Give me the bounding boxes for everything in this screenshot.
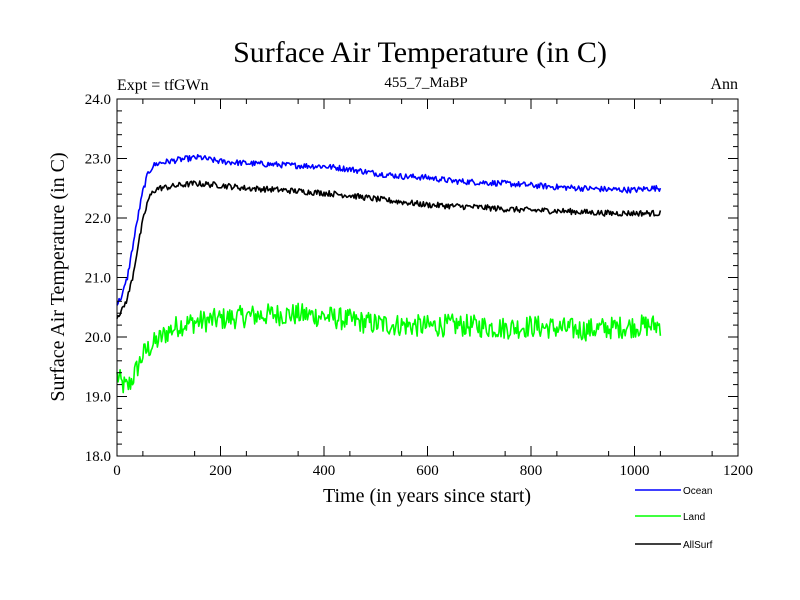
series-line-ocean [116, 153, 662, 306]
x-tick-label: 800 [520, 463, 543, 479]
series-line-land [116, 302, 662, 394]
legend-label-allsurf: AllSurf [683, 540, 713, 551]
series-layer [116, 153, 662, 394]
chart-subtitle: 455_7_MaBP [384, 75, 467, 91]
x-tick-label: 1200 [723, 463, 753, 479]
chart-title: Surface Air Temperature (in C) [233, 36, 607, 69]
y-tick-label: 23.0 [85, 152, 111, 168]
x-tick-label: 600 [416, 463, 439, 479]
y-tick-label: 19.0 [85, 390, 111, 406]
plot-frame [116, 98, 739, 457]
y-tick-label: 20.0 [85, 330, 111, 346]
x-axis-label: Time (in years since start) [323, 485, 531, 507]
legend: Ocean Land AllSurf [635, 486, 713, 551]
tick-labels-layer: 0 200 400 600 800 1000 1200 18.0 19.0 20.0 21.0 22.… [85, 92, 753, 479]
experiment-label: Expt = tfGWn [117, 77, 209, 94]
period-label: Ann [710, 76, 738, 93]
x-tick-label: 0 [113, 463, 121, 479]
y-tick-label: 18.0 [85, 449, 111, 465]
legend-label-ocean: Ocean [683, 486, 712, 497]
x-tick-label: 1000 [620, 463, 650, 479]
y-tick-label: 22.0 [85, 211, 111, 227]
y-tick-label: 24.0 [85, 92, 111, 108]
y-tick-label: 21.0 [85, 271, 111, 287]
y-axis-label: Surface Air Temperature (in C) [47, 152, 69, 401]
ticks-layer [116, 98, 739, 457]
series-line-allsurf [116, 180, 662, 319]
x-tick-label: 200 [209, 463, 232, 479]
legend-label-land: Land [683, 512, 705, 523]
x-tick-label: 400 [313, 463, 336, 479]
